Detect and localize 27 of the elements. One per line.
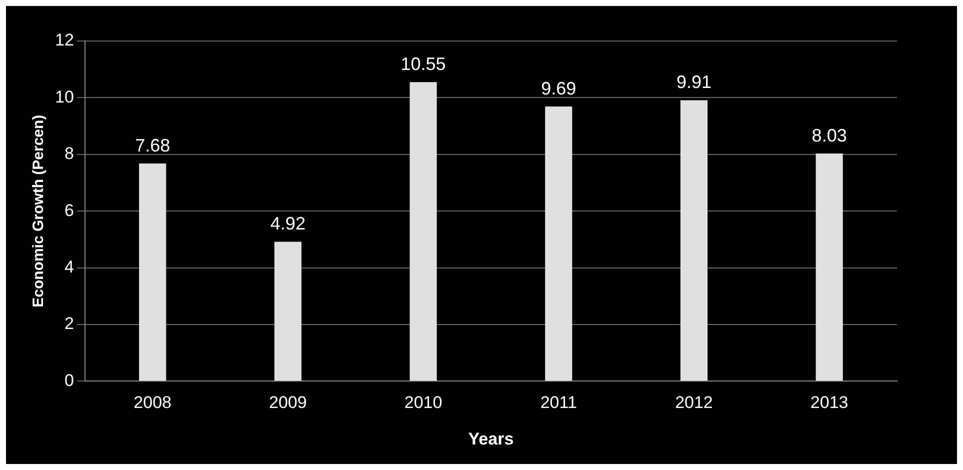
y-tick-label: 10: [54, 87, 74, 106]
data-label: 8.03: [812, 126, 847, 146]
y-tick-label: 6: [64, 200, 74, 220]
bar: [139, 163, 166, 381]
y-tick-label: 2: [64, 314, 74, 334]
x-tick-label: 2013: [810, 393, 848, 412]
data-label: 9.69: [541, 78, 576, 98]
y-tick-label: 0: [64, 370, 74, 390]
data-label: 4.92: [270, 214, 306, 234]
bar: [274, 242, 302, 381]
x-tick-label: 2008: [134, 393, 172, 412]
y-axis-title: Economic Growth (Percen): [30, 114, 48, 308]
x-tick-label: 2012: [675, 393, 713, 412]
x-tick-label: 2009: [269, 393, 307, 412]
data-label: 7.68: [135, 135, 170, 156]
y-tick-label: 4: [64, 257, 74, 276]
data-label: 9.91: [676, 72, 712, 92]
bar: [680, 100, 708, 381]
y-tick-label: 8: [64, 144, 74, 164]
x-tick-label: 2010: [404, 393, 442, 412]
bar: [816, 154, 843, 381]
bar: [545, 106, 572, 381]
y-tick-label: 12: [54, 30, 74, 50]
bar: [410, 82, 437, 381]
x-axis-title: Years: [468, 429, 514, 448]
x-tick-label: 2011: [540, 393, 577, 412]
data-label: 10.55: [400, 54, 446, 74]
